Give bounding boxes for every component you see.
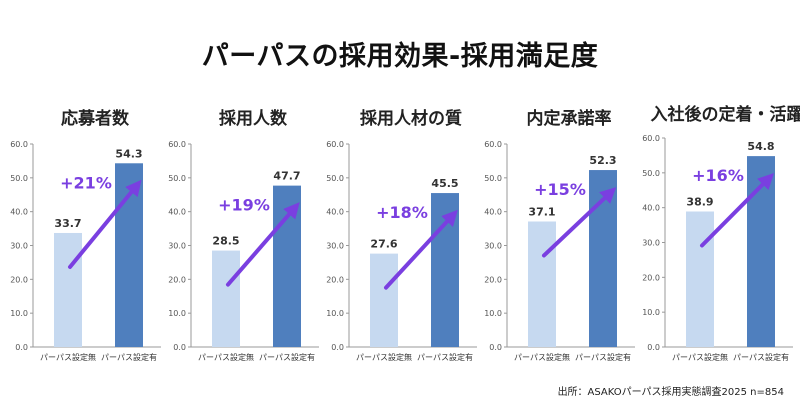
- y-tick-label: 10.0: [168, 309, 186, 318]
- bar-without-purpose: [370, 253, 398, 347]
- data-label: 27.6: [370, 238, 397, 251]
- y-tick-label: 60.0: [484, 140, 502, 149]
- y-tick-label: 60.0: [642, 134, 660, 143]
- chart-panel-5: 入社後の定着・活躍 0.0 10.0 20.0 30.0 40.0 50.0 60.0 38.9…: [642, 104, 800, 362]
- bar-with-purpose: [115, 163, 143, 347]
- page-title: パーパスの採用効果-採用満足度: [201, 41, 599, 72]
- x-tick-label: パーパス設定有: [733, 352, 789, 362]
- growth-arrow: [384, 209, 458, 290]
- y-tick-label: 10.0: [10, 309, 28, 318]
- growth-annotation: +21%: [60, 173, 112, 192]
- bar-without-purpose: [54, 232, 82, 347]
- bar-without-purpose: [686, 211, 714, 347]
- x-tick-label: パーパス設定無: [514, 352, 570, 362]
- bar-with-purpose: [589, 170, 617, 347]
- data-label: 33.7: [54, 217, 81, 230]
- chart-title: 採用人材の質: [360, 108, 462, 129]
- growth-annotation: +19%: [218, 196, 270, 215]
- x-tick-label: パーパス設定無: [672, 352, 728, 362]
- y-tick-label: 0.0: [331, 343, 344, 352]
- chart-panel-3: 採用人材の質 0.0 10.0 20.0 30.0 40.0 50.0 60.0 27.6 パーパ…: [326, 108, 477, 362]
- y-tick-label: 30.0: [642, 239, 660, 248]
- chart-panel-2: 採用人数 0.0 10.0 20.0 30.0 40.0 50.0 60.0 28.5 パーパス設…: [168, 108, 319, 362]
- y-tick-label: 0.0: [15, 343, 28, 352]
- y-tick-label: 0.0: [489, 343, 502, 352]
- x-tick-label: パーパス設定有: [101, 352, 157, 362]
- x-tick-label: パーパス設定無: [356, 352, 412, 362]
- y-tick-label: 60.0: [168, 140, 186, 149]
- growth-arrow: [700, 173, 775, 248]
- bar-with-purpose: [431, 193, 459, 347]
- bar-without-purpose: [212, 250, 240, 347]
- data-label: 47.7: [273, 170, 300, 183]
- data-label: 52.3: [589, 154, 616, 167]
- growth-annotation: +18%: [376, 203, 428, 222]
- data-label: 45.5: [431, 177, 458, 190]
- y-tick-label: 0.0: [647, 343, 660, 352]
- y-tick-label: 40.0: [326, 208, 344, 217]
- x-tick-label: パーパス設定無: [198, 352, 254, 362]
- data-label: 28.5: [212, 235, 239, 248]
- chart-title: 入社後の定着・活躍: [651, 104, 800, 125]
- chart-title: 内定承諾率: [527, 108, 612, 129]
- y-tick-label: 30.0: [326, 242, 344, 251]
- y-tick-label: 40.0: [484, 208, 502, 217]
- y-tick-label: 50.0: [484, 174, 502, 183]
- y-tick-label: 50.0: [10, 174, 28, 183]
- x-tick-label: パーパス設定無: [40, 352, 96, 362]
- x-tick-label: パーパス設定有: [575, 352, 631, 362]
- y-tick-label: 40.0: [168, 208, 186, 217]
- source-note: 出所：ASAKOパーパス採用実態調査2025 n=854: [557, 387, 784, 398]
- y-tick-label: 10.0: [642, 308, 660, 317]
- y-tick-label: 20.0: [326, 275, 344, 284]
- y-tick-label: 60.0: [10, 140, 28, 149]
- chart-title: 採用人数: [219, 108, 288, 129]
- y-tick-label: 10.0: [326, 309, 344, 318]
- y-tick-label: 20.0: [484, 275, 502, 284]
- x-tick-label: パーパス設定有: [259, 352, 315, 362]
- y-tick-label: 10.0: [484, 309, 502, 318]
- data-label: 54.3: [115, 147, 142, 160]
- y-tick-label: 40.0: [10, 208, 28, 217]
- y-tick-label: 0.0: [173, 343, 186, 352]
- x-tick-label: パーパス設定有: [417, 352, 473, 362]
- y-tick-label: 60.0: [326, 140, 344, 149]
- data-label: 37.1: [528, 205, 555, 218]
- growth-arrow: [226, 202, 300, 287]
- y-tick-label: 20.0: [168, 275, 186, 284]
- chart-panel-1: 応募者数 0.0 10.0 20.0 30.0 40.0 50.0 60.0 33.7 パーパス設…: [10, 108, 161, 362]
- y-tick-label: 20.0: [10, 275, 28, 284]
- data-label: 54.8: [747, 140, 774, 153]
- y-tick-label: 20.0: [642, 273, 660, 282]
- data-label: 38.9: [686, 195, 713, 208]
- bar-without-purpose: [528, 221, 556, 347]
- bar-with-purpose: [273, 185, 301, 347]
- y-tick-label: 40.0: [642, 204, 660, 213]
- chart-title: 応募者数: [61, 108, 130, 129]
- y-tick-label: 30.0: [484, 242, 502, 251]
- y-tick-label: 50.0: [642, 169, 660, 178]
- growth-annotation: +15%: [534, 180, 586, 199]
- y-tick-label: 50.0: [326, 174, 344, 183]
- growth-annotation: +16%: [692, 166, 744, 185]
- y-tick-label: 30.0: [10, 242, 28, 251]
- growth-arrow: [542, 187, 617, 258]
- growth-arrow: [68, 179, 142, 269]
- chart-panel-4: 内定承諾率 0.0 10.0 20.0 30.0 40.0 50.0 60.0 37.1 パーパス…: [484, 108, 635, 362]
- y-tick-label: 50.0: [168, 174, 186, 183]
- y-tick-label: 30.0: [168, 242, 186, 251]
